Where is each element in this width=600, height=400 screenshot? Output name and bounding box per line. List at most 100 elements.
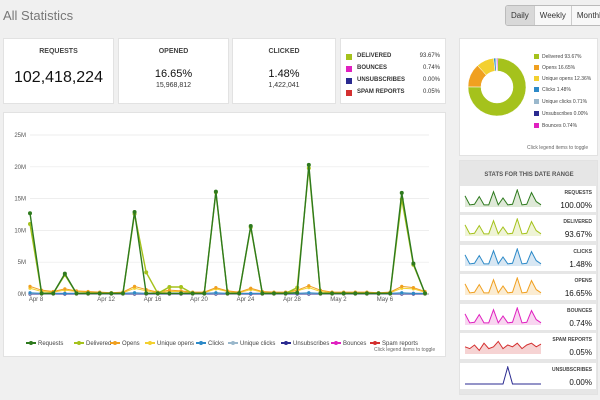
- clicked-percent: 1.48%: [268, 68, 300, 80]
- period-weekly-button[interactable]: Weekly: [533, 6, 571, 25]
- pie-legend-label: Opens 16.65%: [542, 65, 576, 71]
- data-point: [249, 291, 253, 295]
- period-daily-button[interactable]: Daily: [506, 6, 534, 25]
- sparkline-line: [464, 189, 542, 206]
- legend-value: 0.05%: [422, 89, 440, 95]
- data-point: [179, 291, 184, 296]
- opened-card: OPENED 16.65% 15,968,812: [118, 38, 229, 104]
- data-point: [132, 291, 137, 295]
- data-point: [86, 291, 91, 296]
- range-row-value: 0.05%: [569, 348, 592, 357]
- pie-chart: [467, 57, 527, 117]
- legend-bounces-series[interactable]: Bounces: [331, 340, 366, 347]
- data-point: [202, 291, 207, 296]
- pie-legend-label: Clicks 1.48%: [542, 87, 571, 93]
- pie-legend-label: Unique clicks 0.71%: [542, 99, 588, 105]
- pie-legend-item[interactable]: Opens 16.65%: [534, 65, 575, 71]
- legend-opens[interactable]: Opens: [110, 340, 140, 347]
- pie-legend-item[interactable]: Bounces 0.74%: [534, 123, 577, 129]
- legend-unique-opens[interactable]: Unique opens: [145, 340, 194, 347]
- line-marker-icon: [331, 340, 341, 346]
- pie-legend-item[interactable]: Clicks 1.48%: [534, 87, 571, 93]
- legend-value: 93.67%: [419, 53, 440, 59]
- x-tick-label: May 2: [330, 297, 347, 303]
- legend-unsubscribes-series[interactable]: Unsubscribes: [281, 340, 329, 347]
- sparkline: [464, 277, 542, 295]
- line-marker-icon: [74, 340, 84, 346]
- pie-slice[interactable]: [467, 57, 527, 117]
- main-chart-card: 0M 5M 10M 15M 20M 25M Apr 8 Apr 12 Apr 16 Apr 20 A…: [3, 112, 446, 357]
- data-point: [144, 270, 149, 275]
- data-point: [109, 291, 114, 296]
- data-point: [295, 290, 300, 295]
- data-point: [260, 291, 265, 296]
- x-tick-label: May 6: [377, 297, 394, 303]
- unsubscribes-swatch: [346, 78, 352, 84]
- legend-clicks[interactable]: Clicks: [196, 340, 224, 347]
- clicked-card: CLICKED 1.48% 1,422,041: [232, 38, 336, 104]
- pie-legend-item[interactable]: Unique clicks 0.71%: [534, 99, 587, 105]
- legend-label: Opens: [122, 341, 140, 347]
- opened-percent: 16.65%: [154, 68, 193, 80]
- y-tick-label: 25M: [14, 133, 26, 139]
- swatch: [534, 99, 539, 104]
- legend-spam-reports-series[interactable]: Spam reports: [370, 340, 418, 347]
- opened-count: 15,968,812: [155, 82, 192, 89]
- data-point: [388, 291, 393, 296]
- range-row-bounces: BOUNCES 0.74%: [460, 304, 596, 330]
- data-point: [423, 291, 427, 296]
- range-row-value: 0.74%: [569, 319, 592, 328]
- data-point: [120, 291, 125, 296]
- delivery-legend-card: [340, 38, 446, 104]
- pie-legend-label: Unsubscribes 0.00%: [542, 111, 588, 117]
- pie-legend-label: Unique opens 12.36%: [542, 76, 592, 82]
- x-tick-label: Apr 12: [97, 297, 115, 303]
- data-point: [51, 291, 56, 296]
- legend-delivered-series[interactable]: Delivered: [74, 340, 111, 347]
- legend-name: UNSUBSCRIBES: [357, 77, 406, 83]
- data-point: [411, 291, 415, 295]
- period-toggle: Daily Weekly Monthly: [505, 5, 600, 26]
- data-point: [214, 291, 218, 295]
- data-point: [400, 291, 404, 295]
- spam-reports-swatch: [346, 90, 352, 96]
- pie-slice[interactable]: [496, 57, 499, 72]
- line-marker-icon: [145, 340, 155, 346]
- legend-requests[interactable]: Requests: [26, 340, 63, 347]
- sparkline-line: [465, 366, 541, 385]
- period-monthly-button[interactable]: Monthly: [570, 6, 600, 25]
- range-row-value: 16.65%: [564, 289, 592, 298]
- data-point: [28, 211, 32, 216]
- sparkline: [464, 189, 542, 207]
- legend-label: Bounces: [343, 341, 367, 347]
- data-point: [399, 190, 404, 195]
- range-row-requests: REQUESTS 100.00%: [460, 186, 596, 212]
- data-point: [190, 291, 195, 296]
- y-tick-label: 5M: [18, 260, 26, 266]
- x-tick-label: Apr 28: [283, 297, 301, 303]
- data-point: [63, 287, 67, 291]
- pie-legend-item[interactable]: Unique opens 12.36%: [534, 76, 591, 82]
- range-row-spam-reports: SPAM REPORTS 0.05%: [460, 333, 596, 359]
- range-row-label: OPENS: [574, 278, 592, 284]
- data-point: [62, 271, 67, 276]
- sparkline: [464, 248, 542, 266]
- x-tick-label: Apr 8: [29, 297, 44, 303]
- series-line: [29, 164, 426, 295]
- requests-card: REQUESTS 102,418,224: [3, 38, 114, 104]
- legend-label: Spam reports: [382, 341, 419, 347]
- data-point: [307, 291, 311, 295]
- swatch: [534, 87, 539, 92]
- data-point: [132, 284, 137, 288]
- legend-name: DELIVERED: [357, 53, 392, 59]
- sparkline-area: [465, 366, 541, 384]
- data-point: [341, 291, 346, 296]
- legend-value: 0.74%: [422, 65, 440, 71]
- pie-toggle-hint: Click legend items to toggle: [527, 145, 589, 151]
- range-row-label: CLICKS: [573, 249, 592, 255]
- pie-legend-item[interactable]: Unsubscribes 0.00%: [534, 111, 588, 117]
- main-chart: 0M 5M 10M 15M 20M 25M Apr 8 Apr 12 Apr 16 Apr 20 A…: [14, 133, 429, 303]
- pie-legend-item[interactable]: Delivered 93.67%: [534, 54, 581, 60]
- legend-unique-clicks[interactable]: Unique clicks: [228, 340, 275, 347]
- range-row-value: 100.00%: [560, 201, 592, 210]
